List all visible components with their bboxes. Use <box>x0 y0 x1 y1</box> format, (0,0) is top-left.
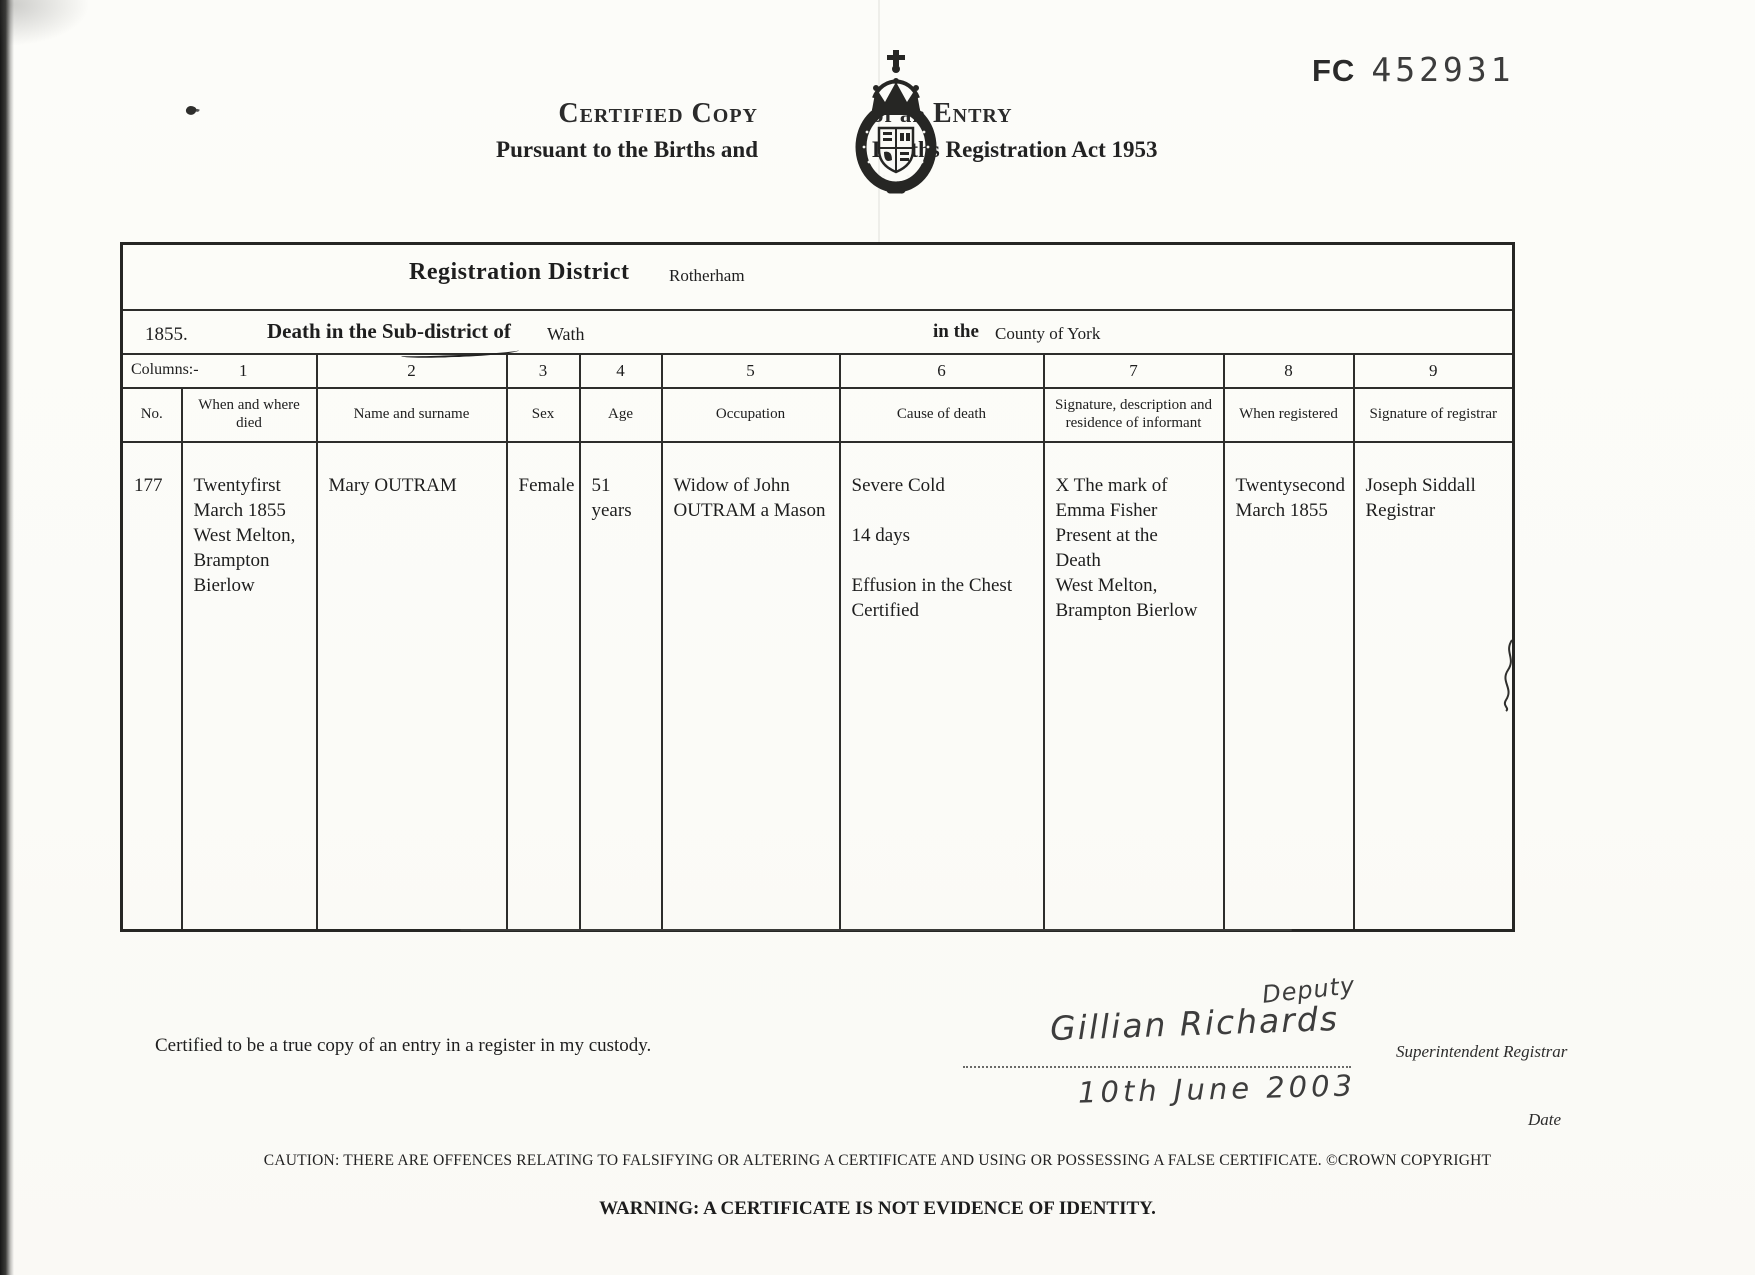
header-age: Age <box>578 387 663 443</box>
title-right-block: of an Entry Deaths Registration Act 1953 <box>872 98 1292 163</box>
royal-coat-of-arms-icon <box>855 50 937 194</box>
issue-date-handwritten: 10th June 2003 <box>1077 1068 1357 1110</box>
header-cause-of-death: Cause of death <box>838 387 1045 443</box>
column-headers-row: No. When and where died Name and surname… <box>120 387 1515 443</box>
footer-divider-line <box>460 929 1292 931</box>
date-label: Date <box>1528 1110 1562 1129</box>
paper-fold-line <box>878 0 880 242</box>
header-sex: Sex <box>505 387 581 443</box>
registration-district-label: Registration District <box>409 259 630 285</box>
subdistrict-row: 1855. Death in the Sub-district of Wath … <box>120 309 1515 360</box>
entry-cause-of-death: Severe Cold 14 days Effusion in the Ches… <box>838 441 1045 932</box>
reference-number: 452931 <box>1371 50 1515 89</box>
column-numbers-row: Columns:- 1 2 3 4 5 6 7 8 9 <box>120 353 1515 389</box>
column-number-6: 6 <box>838 353 1045 389</box>
header-name-surname: Name and surname <box>315 387 508 443</box>
column-number-3: 3 <box>505 353 581 389</box>
scan-edge-shadow <box>0 0 14 1275</box>
header-when-where-died: When and where died <box>180 387 318 443</box>
entry-occupation: Widow of John OUTRAM a Mason <box>660 441 841 932</box>
county-value: County of York <box>995 324 1101 343</box>
column-number-7: 7 <box>1042 353 1225 389</box>
warning-text: WARNING: A CERTIFICATE IS NOT EVIDENCE O… <box>599 1198 1156 1219</box>
column-number-9: 9 <box>1352 353 1515 389</box>
registration-district-row: Registration District Rotherham <box>120 242 1515 311</box>
columns-label-cell: Columns:- 1 <box>120 353 318 389</box>
certification-statement: Certified to be a true copy of an entry … <box>155 1035 652 1056</box>
title-entry: Entry <box>932 98 1013 129</box>
subdistrict-value: Wath <box>547 324 585 344</box>
column-number-8: 8 <box>1222 353 1355 389</box>
entry-when-where-died: Twentyfirst March 1855 West Melton, Bram… <box>180 441 318 932</box>
death-subdistrict-label: Death in the Sub-district of <box>267 319 511 343</box>
column-number-1: 1 <box>239 361 248 380</box>
registration-district-value: Rotherham <box>669 266 745 285</box>
title-act: Deaths Registration Act 1953 <box>872 137 1158 162</box>
entry-row: 177 Twentyfirst March 1855 West Melton, … <box>120 441 1515 932</box>
certificate-reference: FC 452931 <box>1312 50 1515 89</box>
title-pursuant: Pursuant to the Births and <box>496 137 758 162</box>
ink-speck <box>184 104 198 117</box>
caution-text: CAUTION: THERE ARE OFFENCES RELATING TO … <box>263 1152 1492 1169</box>
year-value: 1855. <box>145 324 188 345</box>
entry-no: 177 <box>120 441 183 932</box>
header-signature-registrar: Signature of registrar <box>1352 387 1515 443</box>
superintendent-registrar-label: Superintendent Registrar <box>1396 1042 1568 1061</box>
header-occupation: Occupation <box>660 387 841 443</box>
header-informant: Signature, description and residence of … <box>1042 387 1225 443</box>
scan-corner-smudge <box>0 0 90 46</box>
reference-prefix: FC <box>1312 53 1356 88</box>
entry-informant: X The mark of Emma Fisher Present at the… <box>1042 441 1225 932</box>
columns-label: Columns:- <box>131 361 199 378</box>
in-the-label: in the <box>933 321 979 342</box>
column-number-4: 4 <box>578 353 663 389</box>
signature-dotted-line <box>963 1010 1351 1068</box>
entry-registrar: Joseph Siddall Registrar <box>1352 441 1515 932</box>
entry-name: Mary OUTRAM <box>315 441 508 932</box>
title-left-block: Certified Copy Pursuant to the Births an… <box>370 98 758 163</box>
entry-age: 51 years <box>578 441 663 932</box>
header-no: No. <box>120 387 183 443</box>
entry-sex: Female <box>505 441 581 932</box>
entry-when-registered: Twentysecond March 1855 <box>1222 441 1355 932</box>
column-number-2: 2 <box>315 353 508 389</box>
registration-entry-table: Registration District Rotherham 1855. De… <box>120 242 1516 932</box>
title-certified-copy: Certified Copy <box>558 98 758 129</box>
column-number-5: 5 <box>660 353 841 389</box>
header-when-registered: When registered <box>1222 387 1355 443</box>
